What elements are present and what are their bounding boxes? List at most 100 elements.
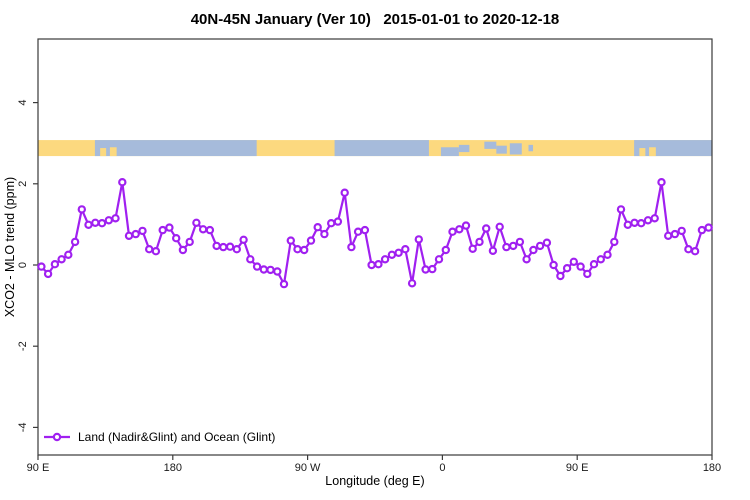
data-point-marker <box>171 233 181 243</box>
data-point-marker <box>77 205 87 214</box>
data-point-marker <box>327 218 336 228</box>
data-point-marker <box>637 218 646 228</box>
data-point-marker <box>529 245 538 255</box>
data-point-marker <box>448 227 457 236</box>
data-point-marker <box>482 224 491 233</box>
data-point-marker <box>273 267 282 276</box>
data-point-marker <box>603 250 612 259</box>
data-point-marker <box>677 226 686 236</box>
data-point-marker <box>266 265 275 275</box>
data-point-marker <box>643 216 653 225</box>
band-ocean-patch <box>458 144 470 153</box>
data-point-marker <box>333 217 343 226</box>
data-point-marker <box>367 260 376 270</box>
data-point-marker <box>434 255 444 264</box>
data-point-marker <box>232 244 241 254</box>
data-point-marker <box>144 244 154 254</box>
data-point-marker <box>138 226 147 236</box>
data-point-marker <box>151 246 161 256</box>
y-tick-label: -2 <box>17 341 29 351</box>
data-point-marker <box>455 225 464 234</box>
data-point-marker <box>542 238 552 247</box>
data-point-marker <box>623 220 633 229</box>
y-tick-label: -4 <box>17 423 29 433</box>
data-point-marker <box>509 241 518 251</box>
y-tick-label: 0 <box>17 262 29 268</box>
data-point-marker <box>535 241 545 251</box>
data-point-marker <box>118 177 127 187</box>
data-point-marker <box>84 220 93 229</box>
data-point-marker <box>300 245 309 255</box>
x-tick-label: 90 W <box>295 462 321 474</box>
x-tick-label: 180 <box>703 462 721 474</box>
data-point-marker <box>165 223 174 232</box>
x-axis-title: Longitude (deg E) <box>325 474 425 488</box>
data-point-marker <box>104 216 114 225</box>
data-point-marker <box>91 218 100 227</box>
data-point-marker <box>252 262 262 271</box>
data-point-marker <box>43 269 53 279</box>
y-tick-label: 2 <box>17 181 29 187</box>
data-point-marker <box>549 260 558 270</box>
data-point-marker <box>670 229 680 239</box>
data-point-marker <box>461 221 471 230</box>
data-point-marker <box>664 231 673 240</box>
data-point-marker <box>690 246 700 256</box>
data-point-marker <box>407 279 417 288</box>
data-point-marker <box>495 222 504 231</box>
band-ocean-patch <box>94 140 257 157</box>
data-point-marker <box>380 255 390 264</box>
x-tick-label: 0 <box>439 462 445 474</box>
data-point-marker <box>387 250 397 259</box>
data-point-marker <box>374 260 383 269</box>
data-point-marker <box>515 237 525 247</box>
data-point-marker <box>657 177 666 187</box>
data-point-marker <box>239 235 248 244</box>
y-tick-label: 4 <box>17 100 29 106</box>
band-ocean-patch <box>509 143 522 155</box>
data-point-marker <box>616 205 626 214</box>
data-point-marker <box>225 242 235 251</box>
data-point-marker <box>70 237 80 247</box>
data-point-marker <box>97 218 107 228</box>
data-point-marker <box>401 244 410 254</box>
data-point-marker <box>488 246 498 255</box>
data-point-marker <box>394 248 403 257</box>
data-point-marker <box>441 245 450 255</box>
band-ocean-patch <box>484 141 497 149</box>
plot-box <box>37 38 713 456</box>
data-point-marker <box>131 229 140 239</box>
data-point-marker <box>475 237 484 247</box>
data-point-marker <box>569 257 579 266</box>
data-point-marker <box>468 244 477 253</box>
data-point-marker <box>347 242 356 252</box>
data-point-marker <box>360 225 370 235</box>
data-point-marker <box>219 242 228 252</box>
data-point-marker <box>502 242 511 252</box>
band-land-patch <box>649 147 656 157</box>
data-point-marker <box>259 265 268 274</box>
data-point-marker <box>650 214 659 223</box>
data-point-marker <box>589 260 599 269</box>
data-point-marker <box>610 237 619 247</box>
legend-label: Land (Nadir&Glint) and Ocean (Glint) <box>78 430 275 444</box>
data-point-marker <box>185 237 194 247</box>
data-point-marker <box>576 262 585 271</box>
data-point-marker <box>205 225 215 235</box>
band-land-patch <box>639 148 646 157</box>
chart-title: 40N-45N January (Ver 10) 2015-01-01 to 2… <box>190 11 560 28</box>
legend-marker-sample <box>52 432 62 442</box>
data-point-marker <box>421 265 430 274</box>
data-point-marker <box>37 262 46 271</box>
data-point-marker <box>697 225 707 235</box>
data-point-marker <box>340 188 349 197</box>
data-point-marker <box>630 218 639 227</box>
band-ocean-patch <box>496 145 507 154</box>
data-point-marker <box>414 235 423 244</box>
data-point-marker <box>158 225 167 235</box>
data-point-marker <box>522 255 531 264</box>
data-point-marker <box>192 218 201 227</box>
data-point-marker <box>246 255 255 264</box>
